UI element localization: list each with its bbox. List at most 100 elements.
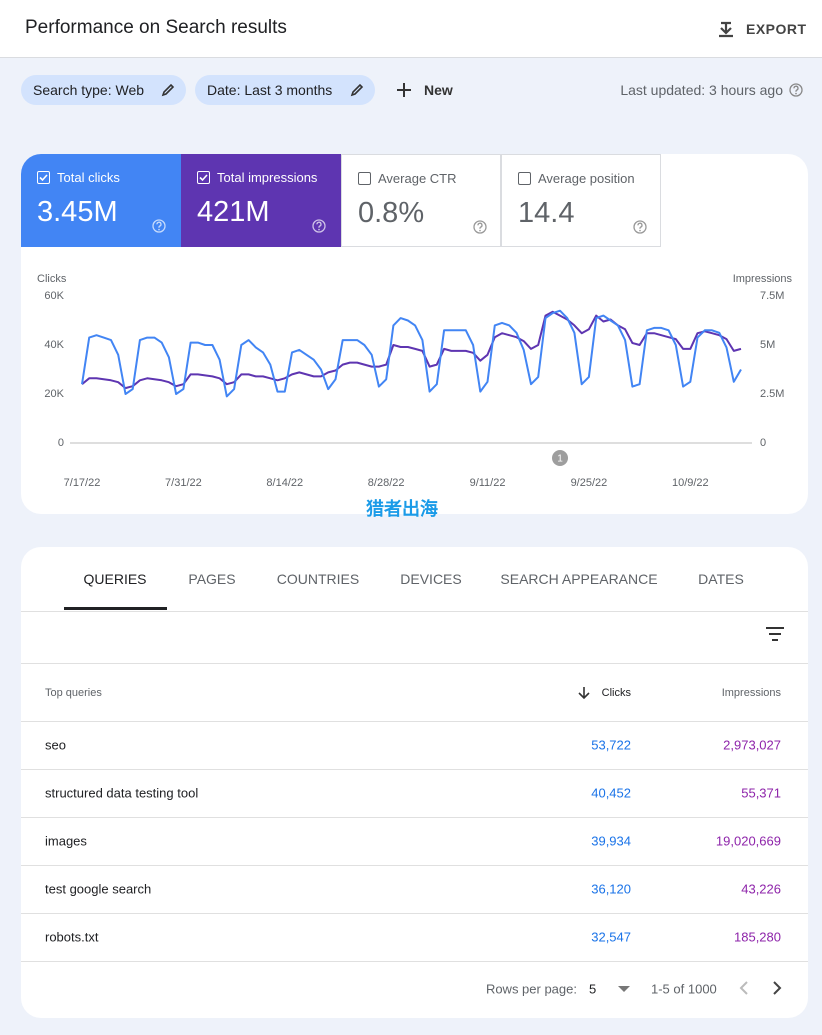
divider bbox=[21, 913, 808, 914]
tab[interactable]: QUERIES bbox=[83, 571, 147, 587]
help-icon[interactable] bbox=[152, 219, 166, 238]
page-size[interactable]: 5 bbox=[589, 981, 597, 997]
y2-tick-label: 2.5M bbox=[760, 388, 784, 400]
column-header: Top queries bbox=[45, 687, 102, 699]
watermark: 猎者出海 bbox=[366, 499, 438, 519]
divider bbox=[21, 961, 808, 962]
x-tick-label: 7/17/22 bbox=[64, 477, 101, 489]
help-icon[interactable] bbox=[473, 220, 487, 239]
tab-indicator bbox=[64, 607, 167, 610]
y2-tick-label: 7.5M bbox=[760, 290, 784, 302]
metric-tile[interactable]: Total clicks 3.45M bbox=[21, 154, 181, 247]
y2-axis-title: Impressions bbox=[733, 273, 793, 285]
tab[interactable]: SEARCH APPEARANCE bbox=[500, 571, 658, 587]
checkbox[interactable] bbox=[518, 172, 531, 185]
tab[interactable]: DATES bbox=[698, 571, 744, 587]
annotation-label: 1 bbox=[557, 454, 563, 465]
number-cell: 19,020,669 bbox=[715, 833, 781, 849]
series-line bbox=[81, 309, 742, 398]
y-tick-label: 20K bbox=[44, 388, 64, 400]
header-bar bbox=[0, 0, 822, 58]
checkbox[interactable] bbox=[37, 171, 50, 184]
column-header[interactable]: Impressions bbox=[721, 687, 781, 699]
metric-value: 421M bbox=[197, 196, 270, 228]
x-tick-label: 9/25/22 bbox=[571, 477, 608, 489]
divider bbox=[21, 721, 808, 722]
checkbox[interactable] bbox=[197, 171, 210, 184]
tab[interactable]: DEVICES bbox=[400, 571, 462, 587]
y2-tick-label: 0 bbox=[760, 437, 766, 449]
number-cell: 55,371 bbox=[741, 785, 781, 801]
number-cell: 43,226 bbox=[741, 881, 781, 897]
metric-value: 14.4 bbox=[518, 197, 575, 229]
number-cell: 53,722 bbox=[591, 737, 631, 753]
metric-tile[interactable]: Average CTR 0.8% bbox=[341, 154, 501, 247]
series-line bbox=[81, 310, 742, 390]
annotation-marker bbox=[552, 450, 568, 466]
edit-icon[interactable] bbox=[161, 83, 175, 97]
add-icon[interactable] bbox=[396, 82, 412, 98]
prev-page[interactable] bbox=[739, 981, 749, 995]
metric-label: Average CTR bbox=[378, 171, 457, 186]
y2-tick-label: 5M bbox=[760, 339, 775, 351]
chart: Clicks Impressions 0 20K 40K 60K 0 2.5M 5M 7.5M… bbox=[37, 273, 793, 489]
tab[interactable]: COUNTRIES bbox=[276, 571, 360, 587]
table-card bbox=[21, 547, 808, 1018]
query-cell[interactable]: images bbox=[45, 833, 87, 849]
x-tick-label: 10/9/22 bbox=[672, 477, 709, 489]
dropdown-icon[interactable] bbox=[618, 986, 630, 993]
query-cell[interactable]: test google search bbox=[45, 881, 152, 897]
filter-chip[interactable] bbox=[21, 75, 186, 105]
sort-icon[interactable] bbox=[578, 686, 590, 700]
help-icon[interactable] bbox=[312, 219, 326, 238]
x-tick-label: 8/28/22 bbox=[368, 477, 405, 489]
chip-label[interactable]: Date: Last 3 months bbox=[207, 82, 333, 98]
new-filter-button[interactable]: New bbox=[424, 82, 453, 98]
filter-icon[interactable] bbox=[766, 627, 784, 641]
metric-tile[interactable]: Average position 14.4 bbox=[501, 154, 661, 247]
divider bbox=[21, 611, 808, 612]
help-icon[interactable] bbox=[789, 83, 803, 97]
export-button[interactable]: EXPORT bbox=[746, 21, 807, 37]
query-cell[interactable]: structured data testing tool bbox=[45, 785, 199, 801]
page-range: 1-5 of 1000 bbox=[651, 981, 717, 997]
number-cell: 36,120 bbox=[591, 881, 631, 897]
next-page[interactable] bbox=[772, 981, 782, 995]
column-header[interactable]: Clicks bbox=[601, 687, 631, 699]
x-tick-label: 7/31/22 bbox=[165, 477, 202, 489]
number-cell: 39,934 bbox=[591, 833, 631, 849]
metric-value: 3.45M bbox=[37, 196, 118, 228]
y-tick-label: 40K bbox=[44, 339, 64, 351]
x-tick-label: 8/14/22 bbox=[266, 477, 303, 489]
y-tick-label: 0 bbox=[58, 437, 64, 449]
y-axis-title: Clicks bbox=[37, 273, 67, 285]
export-icon[interactable] bbox=[716, 20, 736, 40]
page-title: Performance on Search results bbox=[25, 17, 287, 38]
query-cell[interactable]: seo bbox=[45, 737, 66, 753]
filter-chip[interactable] bbox=[195, 75, 375, 105]
divider bbox=[21, 817, 808, 818]
metric-tile[interactable]: Total impressions 421M bbox=[181, 154, 341, 247]
number-cell: 32,547 bbox=[591, 929, 631, 945]
chip-label[interactable]: Search type: Web bbox=[33, 82, 145, 98]
y-tick-label: 60K bbox=[44, 290, 64, 302]
metric-label: Total clicks bbox=[57, 170, 120, 185]
help-icon[interactable] bbox=[633, 220, 647, 239]
rows-per-page-label: Rows per page: bbox=[485, 981, 577, 997]
tab[interactable]: PAGES bbox=[188, 571, 236, 587]
edit-icon[interactable] bbox=[350, 83, 364, 97]
divider bbox=[21, 769, 808, 770]
metric-label: Average position bbox=[538, 171, 635, 186]
last-updated: Last updated: 3 hours ago bbox=[620, 82, 783, 98]
number-cell: 2,973,027 bbox=[723, 737, 781, 753]
divider bbox=[21, 663, 808, 664]
metric-label: Total impressions bbox=[217, 170, 318, 185]
query-cell[interactable]: robots.txt bbox=[45, 929, 99, 945]
metric-value: 0.8% bbox=[358, 197, 425, 229]
number-cell: 40,452 bbox=[591, 785, 631, 801]
checkbox[interactable] bbox=[358, 172, 371, 185]
divider bbox=[21, 865, 808, 866]
x-tick-label: 9/11/22 bbox=[470, 477, 506, 489]
number-cell: 185,280 bbox=[734, 929, 781, 945]
